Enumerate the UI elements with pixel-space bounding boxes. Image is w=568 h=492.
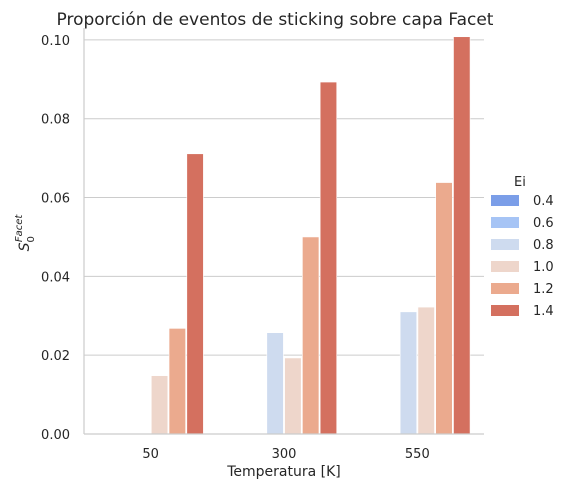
legend-swatch [491, 305, 519, 316]
x-tick-label: 50 [142, 447, 159, 462]
bar [302, 236, 320, 435]
legend-swatch [491, 239, 519, 250]
legend-label: 0.8 [533, 238, 554, 253]
x-tick-label: 300 [272, 447, 297, 462]
legend-label: 1.0 [533, 260, 554, 275]
y-ticks: 0.00 0.02 0.04 0.06 0.08 0.10 [41, 34, 70, 443]
y-axis-label-main: S [17, 242, 33, 251]
x-tick-label: 550 [405, 447, 430, 462]
y-axis-label: S0Facet [14, 214, 37, 252]
bar [435, 182, 453, 435]
x-ticks: 50 300 550 [142, 447, 429, 462]
y-tick-label: 0.02 [41, 349, 70, 364]
bars [150, 36, 471, 435]
bar [186, 153, 204, 435]
legend-label: 0.6 [533, 216, 554, 231]
y-tick-label: 0.00 [41, 428, 70, 443]
y-tick-label: 0.04 [41, 270, 70, 285]
x-axis-label: Temperatura [K] [226, 464, 341, 480]
legend-swatch [491, 195, 519, 206]
legend: Ei 0.4 0.6 0.8 1.0 1.2 1.4 [491, 175, 554, 319]
y-axis-label-superscript: Facet [14, 214, 25, 243]
legend-swatch [491, 283, 519, 294]
bar [266, 332, 284, 435]
legend-label: 0.4 [533, 194, 554, 209]
chart-title: Proporción de eventos de sticking sobre … [57, 10, 494, 30]
legend-title: Ei [514, 175, 526, 190]
axes [83, 28, 484, 435]
y-tick-label: 0.06 [41, 192, 70, 207]
legend-label: 1.4 [533, 304, 554, 319]
bar [399, 311, 418, 435]
legend-label: 1.2 [533, 282, 554, 297]
legend-swatch [491, 261, 519, 272]
legend-swatch [491, 217, 519, 228]
y-tick-label: 0.10 [41, 34, 70, 49]
svg-text:S0Facet: S0Facet [14, 214, 37, 252]
y-axis-label-subscript: 0 [26, 236, 37, 242]
bar [150, 375, 169, 435]
bar [453, 36, 471, 435]
bar [319, 81, 338, 435]
bar [284, 357, 302, 435]
y-tick-label: 0.08 [41, 113, 70, 128]
bar [168, 328, 186, 435]
bar [417, 306, 435, 435]
